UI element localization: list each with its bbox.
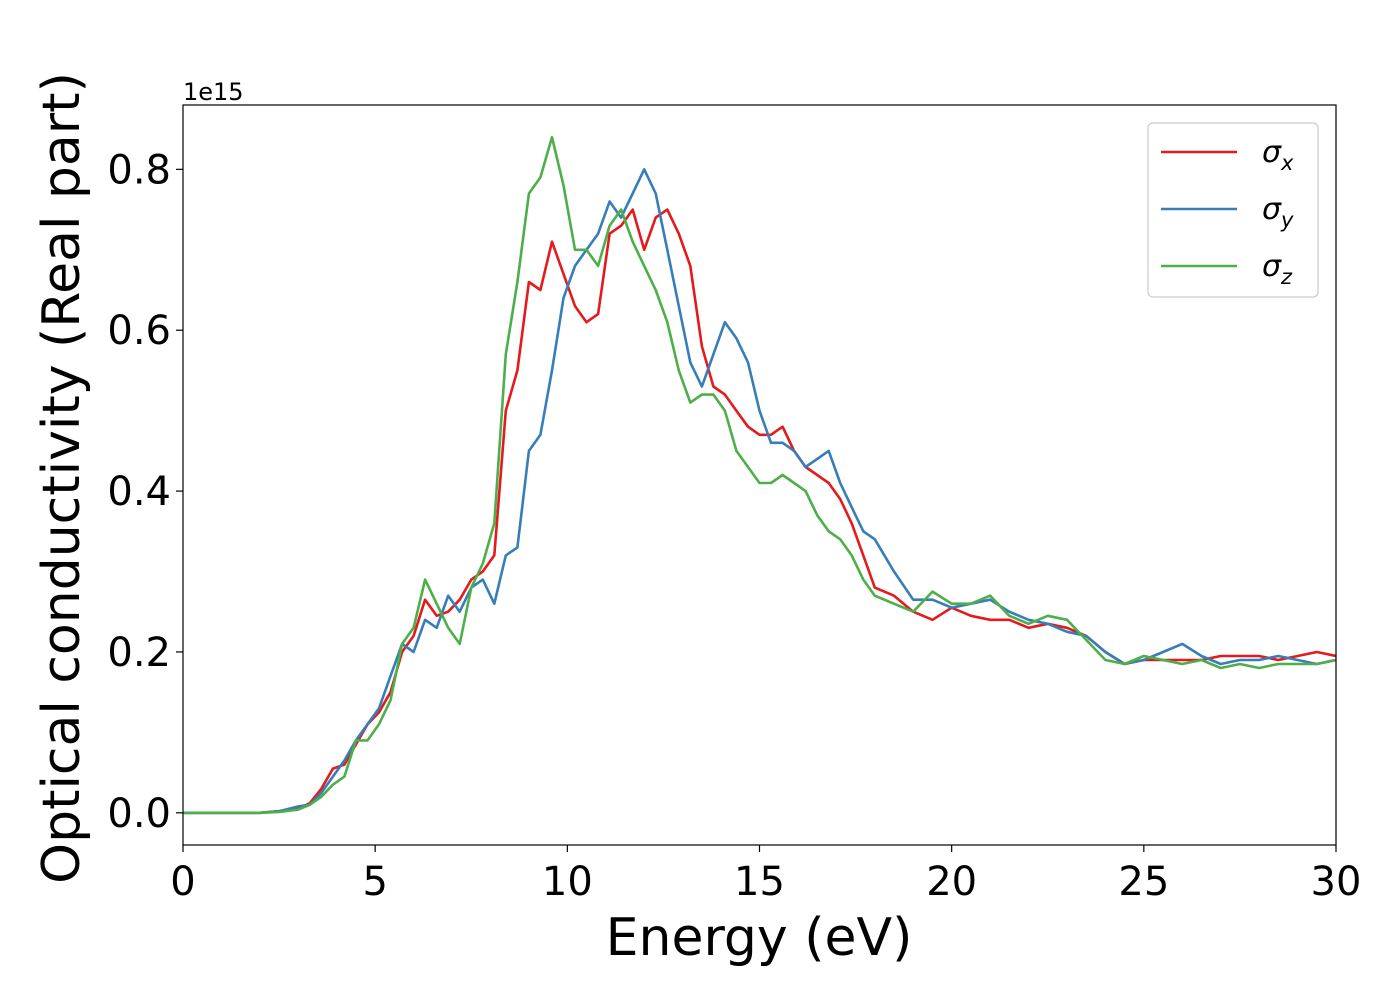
- legend-label-x: σx: [1262, 135, 1294, 175]
- x-tick-label: 30: [1311, 859, 1362, 905]
- y-axis-offset-label: 1e15: [183, 78, 244, 106]
- y-tick-label: 0.2: [107, 630, 171, 676]
- x-tick-label: 25: [1118, 859, 1169, 905]
- x-tick-label: 0: [170, 859, 195, 905]
- series-line-z: [183, 135, 1336, 815]
- legend: σx σy σz: [1147, 122, 1319, 298]
- x-axis-ticks: 0 5 10 15 20 25 30: [170, 845, 1361, 905]
- y-tick-label: 0.8: [107, 147, 171, 193]
- y-tick-label: 0.0: [107, 791, 171, 837]
- y-tick-label: 0.6: [107, 308, 171, 354]
- legend-label-y: σy: [1262, 192, 1294, 232]
- series-layer: [183, 135, 1336, 815]
- legend-label-z: σz: [1262, 249, 1293, 289]
- x-axis-title: Energy (eV): [606, 908, 913, 968]
- x-tick-label: 20: [926, 859, 977, 905]
- x-tick-label: 10: [542, 859, 593, 905]
- y-axis-ticks: 0.0 0.2 0.4 0.6 0.8: [107, 147, 183, 837]
- x-tick-label: 15: [734, 859, 785, 905]
- x-tick-label: 5: [362, 859, 387, 905]
- y-tick-label: 0.4: [107, 469, 171, 515]
- y-axis-title: Optical conductivity (Real part): [32, 72, 92, 884]
